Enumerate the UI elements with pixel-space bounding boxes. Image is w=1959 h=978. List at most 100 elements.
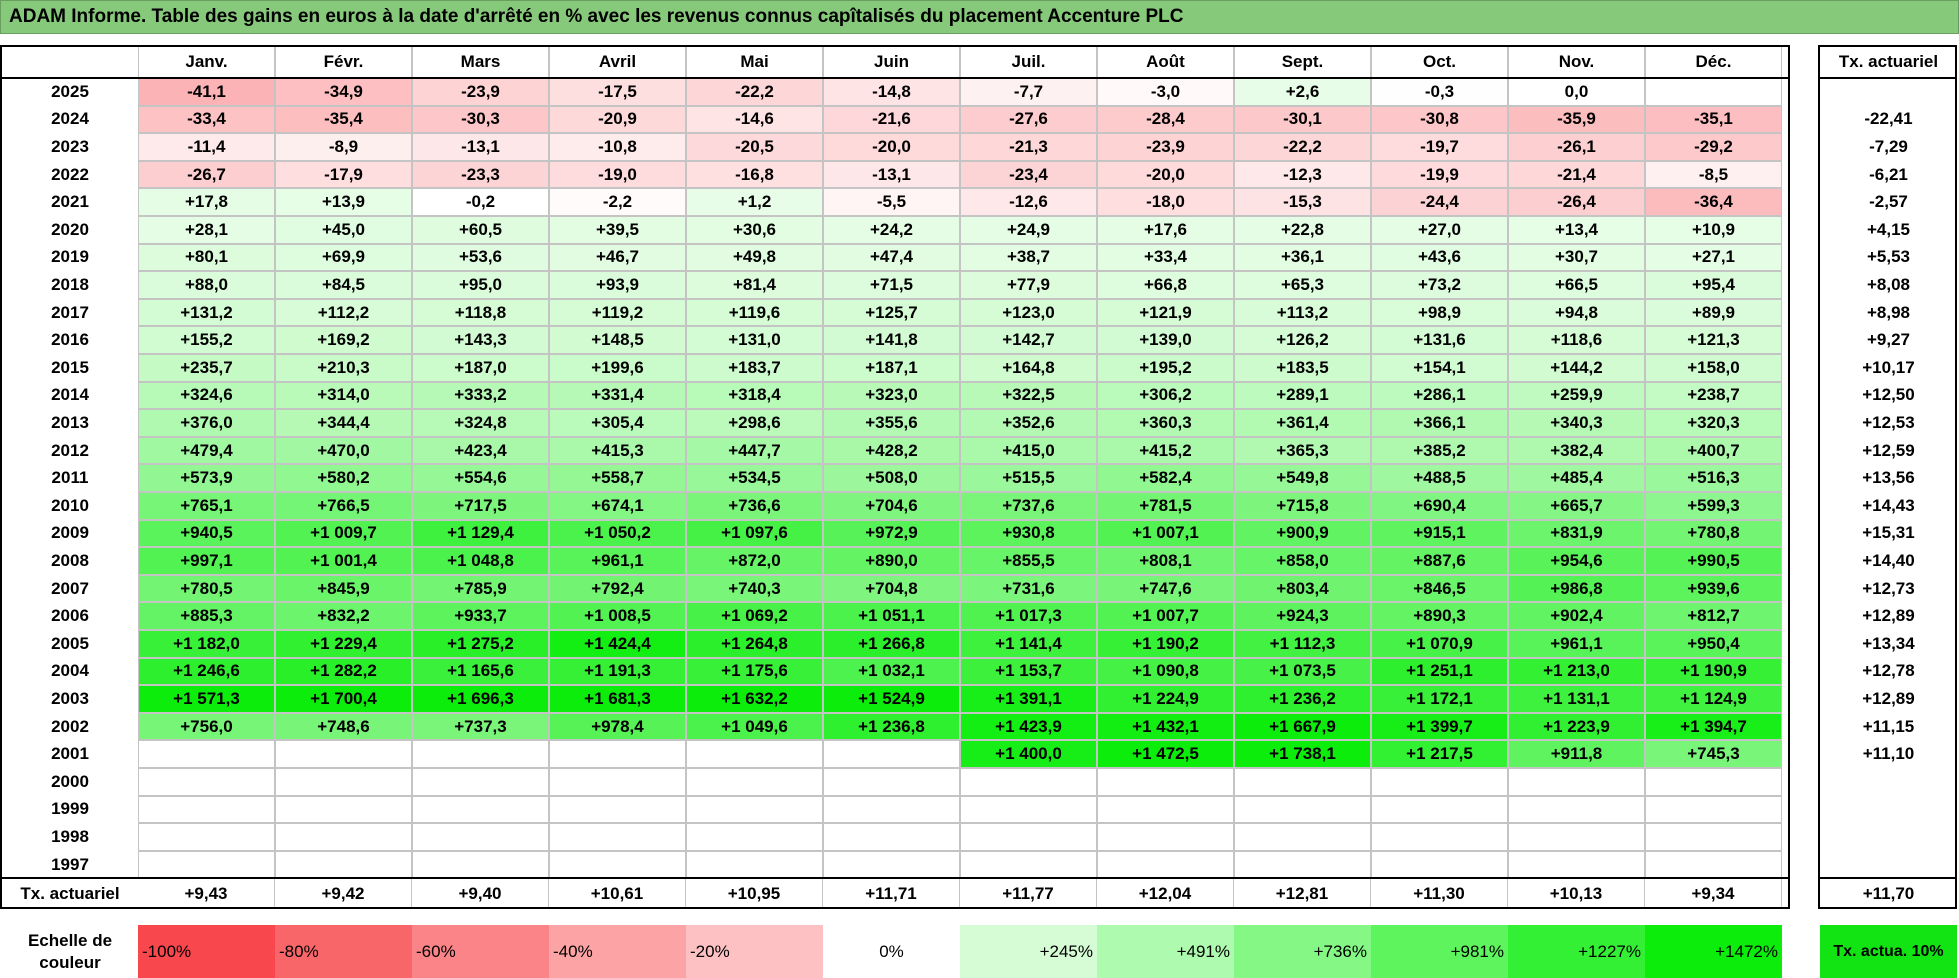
gain-cell: +534,5 — [686, 464, 823, 492]
gain-cell: -35,1 — [1645, 105, 1782, 134]
gain-cell: +1 124,9 — [1645, 685, 1782, 713]
gain-cell: +737,3 — [412, 712, 549, 741]
gain-cell — [686, 768, 823, 796]
row-tx-actuariel: -22,41 — [1864, 109, 1913, 129]
gain-cell: +69,9 — [275, 243, 412, 272]
gain-cell — [1234, 850, 1371, 879]
gain-cell: +961,1 — [1508, 630, 1645, 658]
gain-cell: +1 131,1 — [1508, 685, 1645, 713]
gain-cell — [686, 823, 823, 851]
gain-cell: +1 217,5 — [1371, 740, 1508, 768]
row-tx-actuariel: +12,53 — [1862, 412, 1915, 432]
gain-cell: +306,2 — [1097, 381, 1234, 410]
gain-cell: -33,4 — [138, 105, 275, 134]
month-header-6: Juin — [823, 45, 960, 78]
gain-cell: +781,5 — [1097, 492, 1234, 520]
gain-cell: -20,0 — [823, 133, 960, 161]
gain-cell: +1 153,7 — [960, 657, 1097, 686]
gain-cell: -0,2 — [412, 188, 549, 216]
row-tx-actuariel: +12,59 — [1862, 440, 1915, 460]
gain-cell — [960, 823, 1097, 851]
gain-cell: +940,5 — [138, 519, 275, 548]
gain-cell: +30,6 — [686, 216, 823, 244]
gain-cell: +858,0 — [1234, 547, 1371, 575]
month-header-8: Août — [1097, 45, 1234, 78]
gain-cell: +954,6 — [1508, 547, 1645, 575]
row-tx-actuariel: +9,27 — [1866, 330, 1910, 350]
gain-cell: +812,7 — [1645, 602, 1782, 630]
gain-cell — [823, 850, 960, 879]
gain-cell: -26,4 — [1508, 188, 1645, 216]
gain-cell: +785,9 — [412, 574, 549, 603]
month-header-1: Janv. — [138, 45, 275, 78]
gain-cell: -35,4 — [275, 105, 412, 134]
row-tx-actuariel — [1820, 768, 1957, 796]
gain-cell: -28,4 — [1097, 105, 1234, 134]
gain-cell: +1 229,4 — [275, 630, 412, 658]
gain-cell: +423,4 — [412, 436, 549, 465]
gain-cell: +143,3 — [412, 326, 549, 354]
gain-cell: +121,9 — [1097, 298, 1234, 327]
gain-cell: +1,2 — [686, 188, 823, 216]
gain-cell: +95,4 — [1645, 271, 1782, 299]
gain-cell: +1 191,3 — [549, 657, 686, 686]
gain-cell — [1097, 768, 1234, 796]
gain-cell: +961,1 — [549, 547, 686, 575]
footer-tx-value: +12,04 — [1097, 878, 1234, 910]
gain-cell: +1 391,1 — [960, 685, 1097, 713]
color-scale-swatch: 0% — [823, 925, 960, 978]
row-tx-actuariel: +11,10 — [1862, 744, 1915, 764]
gain-cell: +199,6 — [549, 354, 686, 382]
gain-cell: +131,0 — [686, 326, 823, 354]
gain-cell: +318,4 — [686, 381, 823, 410]
gain-cell — [1645, 768, 1782, 796]
gain-cell: -22,2 — [1234, 133, 1371, 161]
row-tx-actuariel — [1820, 796, 1957, 824]
gain-cell: +314,0 — [275, 381, 412, 410]
gain-cell: +737,6 — [960, 492, 1097, 520]
gain-cell — [138, 795, 275, 824]
gain-cell: +1 738,1 — [1234, 740, 1371, 768]
gain-cell: -23,4 — [960, 160, 1097, 189]
gain-cell: +1 090,8 — [1097, 657, 1234, 686]
gain-cell: +324,6 — [138, 381, 275, 410]
gain-cell: +731,6 — [960, 574, 1097, 603]
gain-cell: +1 051,1 — [823, 602, 960, 630]
gain-cell: +1 700,4 — [275, 685, 412, 713]
row-tx-actuariel: +12,50 — [1862, 385, 1915, 405]
color-scale-swatch: -60% — [412, 925, 549, 978]
gain-cell — [1508, 850, 1645, 879]
gain-cell: -26,1 — [1508, 133, 1645, 161]
gain-cell: +1 190,9 — [1645, 657, 1782, 686]
row-tx-actuariel: +10,17 — [1862, 357, 1915, 377]
header-separator — [0, 77, 1790, 79]
gain-cell: +428,2 — [823, 436, 960, 465]
gain-cell — [1371, 850, 1508, 879]
gain-cell: +385,2 — [1371, 436, 1508, 465]
gain-cell: -41,1 — [138, 78, 275, 106]
gain-cell: +516,3 — [1645, 464, 1782, 492]
row-tx-actuariel: +12,89 — [1862, 688, 1915, 708]
gain-cell: +305,4 — [549, 409, 686, 437]
gain-cell: -19,7 — [1371, 133, 1508, 161]
gain-cell: +400,7 — [1645, 436, 1782, 465]
gain-cell — [823, 795, 960, 824]
page-title: ADAM Informe. Table des gains en euros à… — [0, 0, 1959, 34]
gain-cell: +66,8 — [1097, 271, 1234, 299]
gain-cell — [960, 795, 1097, 824]
month-header-3: Mars — [412, 45, 549, 78]
gain-cell: +366,1 — [1371, 409, 1508, 437]
year-label: 2006 — [51, 606, 89, 626]
year-label: 2008 — [51, 550, 89, 570]
gain-cell: +1 001,4 — [275, 547, 412, 575]
gain-cell: +665,7 — [1508, 492, 1645, 520]
gain-cell: +24,9 — [960, 216, 1097, 244]
gain-cell: +60,5 — [412, 216, 549, 244]
row-tx-actuariel: +11,15 — [1862, 716, 1915, 736]
gain-cell — [549, 795, 686, 824]
row-tx-actuariel — [1820, 78, 1957, 106]
gain-cell: +43,6 — [1371, 243, 1508, 272]
gain-cell: +872,0 — [686, 547, 823, 575]
gain-cell: +298,6 — [686, 409, 823, 437]
gain-cell: -10,8 — [549, 133, 686, 161]
